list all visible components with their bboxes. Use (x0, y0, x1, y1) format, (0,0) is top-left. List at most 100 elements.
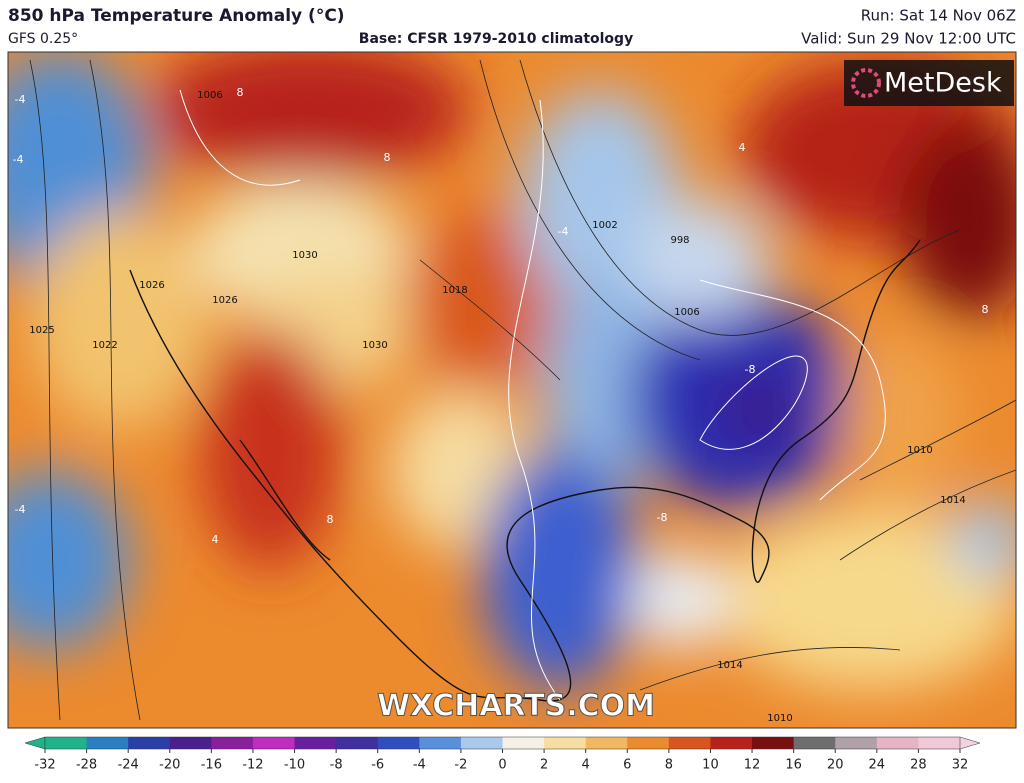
colorbar-tick-label: 10 (702, 758, 719, 773)
isobar-label: 998 (670, 235, 689, 246)
field-blob (710, 370, 810, 450)
field-blob (840, 330, 960, 510)
colorbar-segment (45, 737, 88, 749)
colorbar-segment (668, 737, 711, 749)
anomaly-label: -8 (657, 511, 668, 524)
isobar-label: 1002 (592, 220, 617, 231)
anomaly-label: 8 (384, 151, 391, 164)
colorbar-segment (876, 737, 919, 749)
colorbar-segment (835, 737, 878, 749)
isobar-label: 1014 (940, 495, 965, 506)
colorbar-tick-label: -24 (118, 758, 139, 773)
anomaly-contours (179, 89, 886, 701)
field-blob (8, 470, 130, 650)
isobar-label: 1030 (292, 250, 317, 261)
anomaly-label: 8 (982, 303, 989, 316)
colorbar-tick-label: 4 (582, 758, 590, 773)
map-frame (7, 51, 1017, 729)
colorbar-segment (211, 737, 254, 749)
isobar (479, 59, 701, 361)
colorbar-tick-label: 24 (869, 758, 886, 773)
field-blob (720, 510, 1016, 690)
isobar-label: 1026 (212, 295, 237, 306)
isobar (89, 59, 141, 721)
anomaly-label: -8 (745, 363, 756, 376)
field-blob (200, 330, 340, 570)
colorbar-segment (544, 737, 587, 749)
colorbar-segment (460, 737, 503, 749)
colorbar-segment (128, 737, 171, 749)
isobar (29, 59, 61, 721)
logo-icon (851, 68, 881, 98)
colorbar-tick-label: -20 (159, 758, 180, 773)
colorbar-tick-label: 8 (665, 758, 673, 773)
contour (508, 99, 561, 701)
contour-labels: 1006 1026 1026 1025 1022 1030 1030 1018 1002 998 1… (13, 86, 989, 724)
colorbar-segment (336, 737, 379, 749)
isobar-label: 1030 (362, 340, 387, 351)
logo-box (844, 60, 1014, 106)
field-blob (630, 200, 770, 320)
anomaly-label: 8 (237, 86, 244, 99)
isobar-label: 1026 (139, 280, 164, 291)
isobars (29, 59, 1016, 721)
contour (699, 279, 886, 501)
field-blob (900, 120, 1016, 320)
colorbar-segment (419, 737, 462, 749)
isobar (519, 59, 961, 336)
colorbar-segment (252, 737, 296, 749)
colorbar-tick-label: -8 (330, 758, 343, 773)
title: 850 hPa Temperature Anomaly (°C) (8, 6, 345, 26)
coastlines (129, 239, 921, 702)
colorbar-segment (710, 737, 753, 749)
colorbar-segment (169, 737, 212, 749)
field-blob (150, 52, 470, 180)
colorbar-segment (752, 737, 795, 749)
isobar-label: 1022 (92, 340, 117, 351)
anomaly-label: 4 (739, 141, 746, 154)
colorbar-segment (585, 737, 628, 749)
colorbar-segment (627, 737, 670, 749)
isobar-label: 1018 (442, 285, 467, 296)
colorbar-tick-label: -4 (413, 758, 426, 773)
map: 1006 1026 1026 1025 1022 1030 1030 1018 1002 998 1… (8, 52, 1016, 728)
colorbar-tick-label: 32 (952, 758, 969, 773)
coastline (239, 439, 331, 561)
colorbar-tick-label: -12 (242, 758, 263, 773)
isobar-label: 1006 (674, 307, 699, 318)
isobar (859, 399, 1016, 481)
run: Run: Sat 14 Nov 06Z (861, 7, 1016, 25)
isobar-label: 1014 (717, 660, 742, 671)
field-blob (30, 210, 210, 430)
colorbar-segment (377, 737, 420, 749)
anomaly-label: -4 (15, 503, 26, 516)
colorbar-segment (918, 737, 961, 749)
colorbar-tick-label: 16 (785, 758, 802, 773)
colorbar-tick-label: 0 (498, 758, 506, 773)
colorbar-segment (294, 737, 337, 749)
field-blob (630, 550, 730, 650)
field-blob (480, 450, 640, 690)
isobar-label: 1006 (197, 90, 222, 101)
watermark: WXCHARTS.COM (377, 689, 655, 724)
anomaly-label: -4 (13, 153, 24, 166)
colorbar-segment (793, 737, 836, 749)
isobar (419, 259, 561, 381)
contour (179, 89, 301, 186)
colorbar-tick-label: -10 (284, 758, 305, 773)
model: GFS 0.25° (8, 31, 78, 47)
field-blob (950, 500, 1016, 580)
anomaly-label: 4 (212, 533, 219, 546)
field-blob (410, 210, 550, 390)
colorbar-tick-label: -28 (76, 758, 97, 773)
coastline (129, 239, 921, 702)
valid: Valid: Sun 29 Nov 12:00 UTC (801, 30, 1016, 48)
anomaly-label: 8 (327, 513, 334, 526)
isobar (839, 469, 1016, 561)
anomaly-label: -4 (15, 93, 26, 106)
isobar-label: 1010 (767, 713, 792, 724)
anomaly-field (8, 52, 1016, 690)
colorbar-tick-label: 28 (910, 758, 927, 773)
colorbar: -32 -28 -24 -20 -16 -12 -10 -8 -6 -4 -2 0 2 4 6 8 10 12 16… (24, 736, 981, 773)
